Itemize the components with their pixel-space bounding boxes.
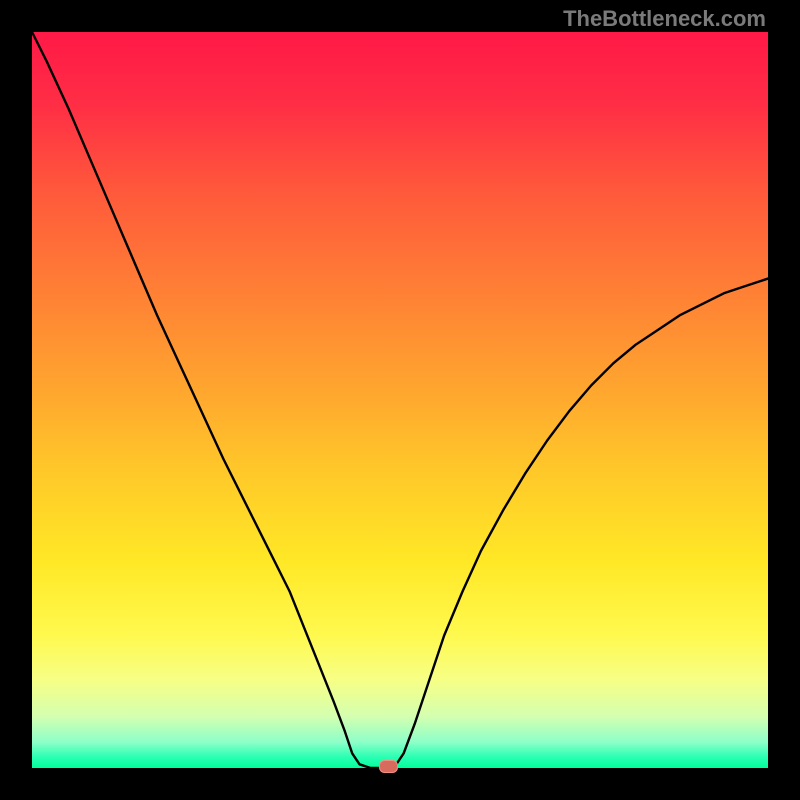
watermark-text: TheBottleneck.com [563,6,766,32]
bottleneck-curve [32,32,768,768]
plot-area [32,32,768,768]
optimal-point-marker [379,760,399,773]
chart-stage: TheBottleneck.com [0,0,800,800]
